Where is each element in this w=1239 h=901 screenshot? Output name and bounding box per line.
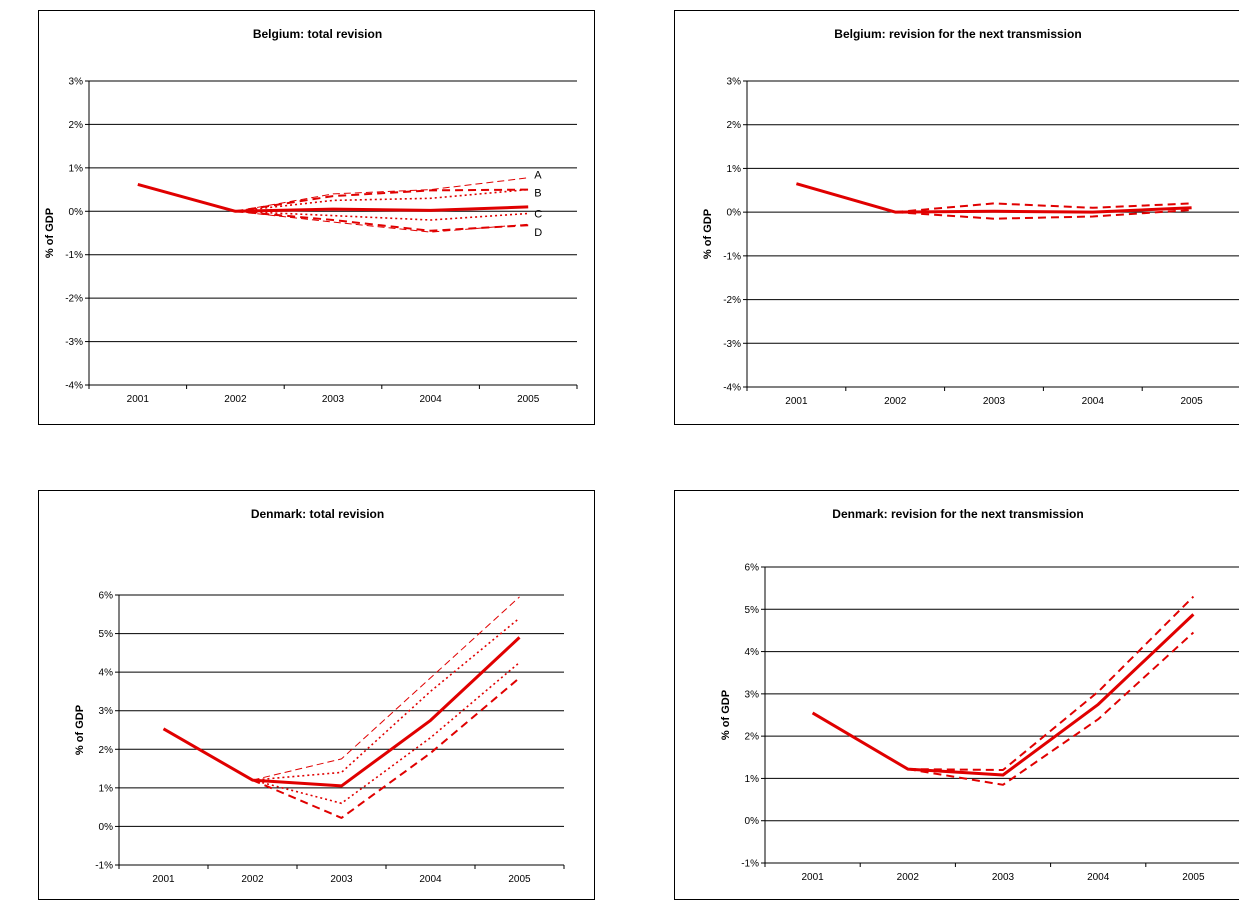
series-line-2 [235,188,529,213]
x-tick-label: 2005 [517,394,540,405]
x-tick-label: 2003 [983,396,1006,407]
chart-svg: Belgium: revision for the next transmiss… [702,27,1239,407]
series-line-0 [162,636,521,788]
chart-title: Denmark: revision for the next transmiss… [832,507,1083,521]
series-line-0 [137,182,529,213]
y-tick-label: 3% [745,689,760,700]
y-tick-label: -1% [741,859,759,870]
series-line-0 [795,182,1192,214]
series-line-6 [235,210,529,232]
series-annotation: C [534,208,542,220]
x-tick-label: 2001 [127,394,150,405]
series-line-1 [907,595,1195,771]
series-line-2 [907,631,1195,786]
series-line-1 [235,177,529,212]
y-tick-label: 1% [99,783,114,794]
y-tick-label: 5% [99,629,114,640]
x-tick-label: 2002 [241,874,264,885]
series-annotation: B [534,188,541,200]
x-tick-label: 2004 [419,874,442,885]
series-line-4 [235,210,529,221]
y-tick-label: -4% [65,381,83,392]
y-tick-label: -3% [723,339,741,350]
x-tick-label: 2004 [1087,872,1110,883]
y-tick-label: 4% [745,647,760,658]
x-tick-label: 2004 [1082,396,1105,407]
x-tick-label: 2003 [322,394,345,405]
x-tick-label: 2004 [419,394,442,405]
x-tick-label: 2003 [992,872,1015,883]
y-tick-label: 3% [69,77,84,88]
x-tick-label: 2001 [152,874,175,885]
y-tick-label: -1% [95,861,113,872]
y-tick-label: 1% [745,774,760,785]
y-tick-label: 1% [69,163,84,174]
y-tick-label: 2% [727,120,742,131]
y-tick-label: -4% [723,383,741,394]
y-tick-label: 3% [727,77,742,88]
x-tick-label: 2002 [897,872,920,883]
y-tick-label: -2% [723,295,741,306]
y-tick-label: -2% [65,294,83,305]
chart-title: Denmark: total revision [251,507,384,521]
series-line-2 [895,209,1192,220]
chart-svg: Denmark: total revision -1% 0% 1% 2% 3% 4% 5% 6%… [74,507,565,885]
y-axis-label: % of GDP [44,208,56,258]
y-tick-label: 5% [745,605,760,616]
denmark-total-revision-chart: Denmark: total revision -1% 0% 1% 2% 3% 4% 5% 6%… [38,490,595,900]
y-axis-label: % of GDP [702,209,714,259]
y-tick-label: 0% [99,822,114,833]
series-line-0 [811,613,1195,777]
series-line-5 [235,210,529,233]
y-tick-label: 4% [99,668,114,679]
series-annotation: D [534,227,542,239]
series-line-4 [252,677,521,819]
y-tick-label: 6% [745,563,760,574]
belgium-total-revision-chart: Belgium: total revision -4% -3% -2% -1% 0% 1% 2… [38,10,595,425]
x-tick-label: 2005 [1180,396,1203,407]
y-tick-label: 6% [99,591,114,602]
y-tick-label: 0% [69,207,84,218]
x-tick-label: 2001 [785,396,808,407]
y-tick-label: 1% [727,164,742,175]
series-line-1 [252,596,520,781]
y-tick-label: -1% [65,250,83,261]
y-axis-label: % of GDP [74,705,86,755]
x-tick-label: 2002 [884,396,907,407]
x-tick-label: 2001 [801,872,824,883]
chart-title: Belgium: total revision [253,27,382,41]
y-tick-label: 0% [745,816,760,827]
y-tick-label: 3% [99,706,114,717]
y-tick-label: 2% [69,120,84,131]
x-tick-label: 2002 [224,394,247,405]
y-tick-label: 0% [727,208,742,219]
y-tick-label: -3% [65,337,83,348]
chart-svg: Denmark: revision for the next transmiss… [720,507,1239,883]
x-tick-label: 2005 [508,874,531,885]
chart-svg: Belgium: total revision -4% -3% -2% -1% 0% 1% 2… [44,27,578,405]
x-tick-label: 2005 [1182,872,1205,883]
x-tick-label: 2003 [330,874,353,885]
series-line-2 [252,617,521,781]
series-line-1 [895,202,1192,214]
series-annotation: A [534,169,542,181]
denmark-next-transmission-chart: Denmark: revision for the next transmiss… [674,490,1239,900]
chart-title: Belgium: revision for the next transmiss… [834,27,1081,41]
y-tick-label: 2% [99,745,114,756]
y-tick-label: 2% [745,732,760,743]
y-tick-label: -1% [723,251,741,262]
series-line-3 [252,661,521,805]
y-axis-label: % of GDP [720,690,732,740]
belgium-next-transmission-chart: Belgium: revision for the next transmiss… [674,10,1239,425]
